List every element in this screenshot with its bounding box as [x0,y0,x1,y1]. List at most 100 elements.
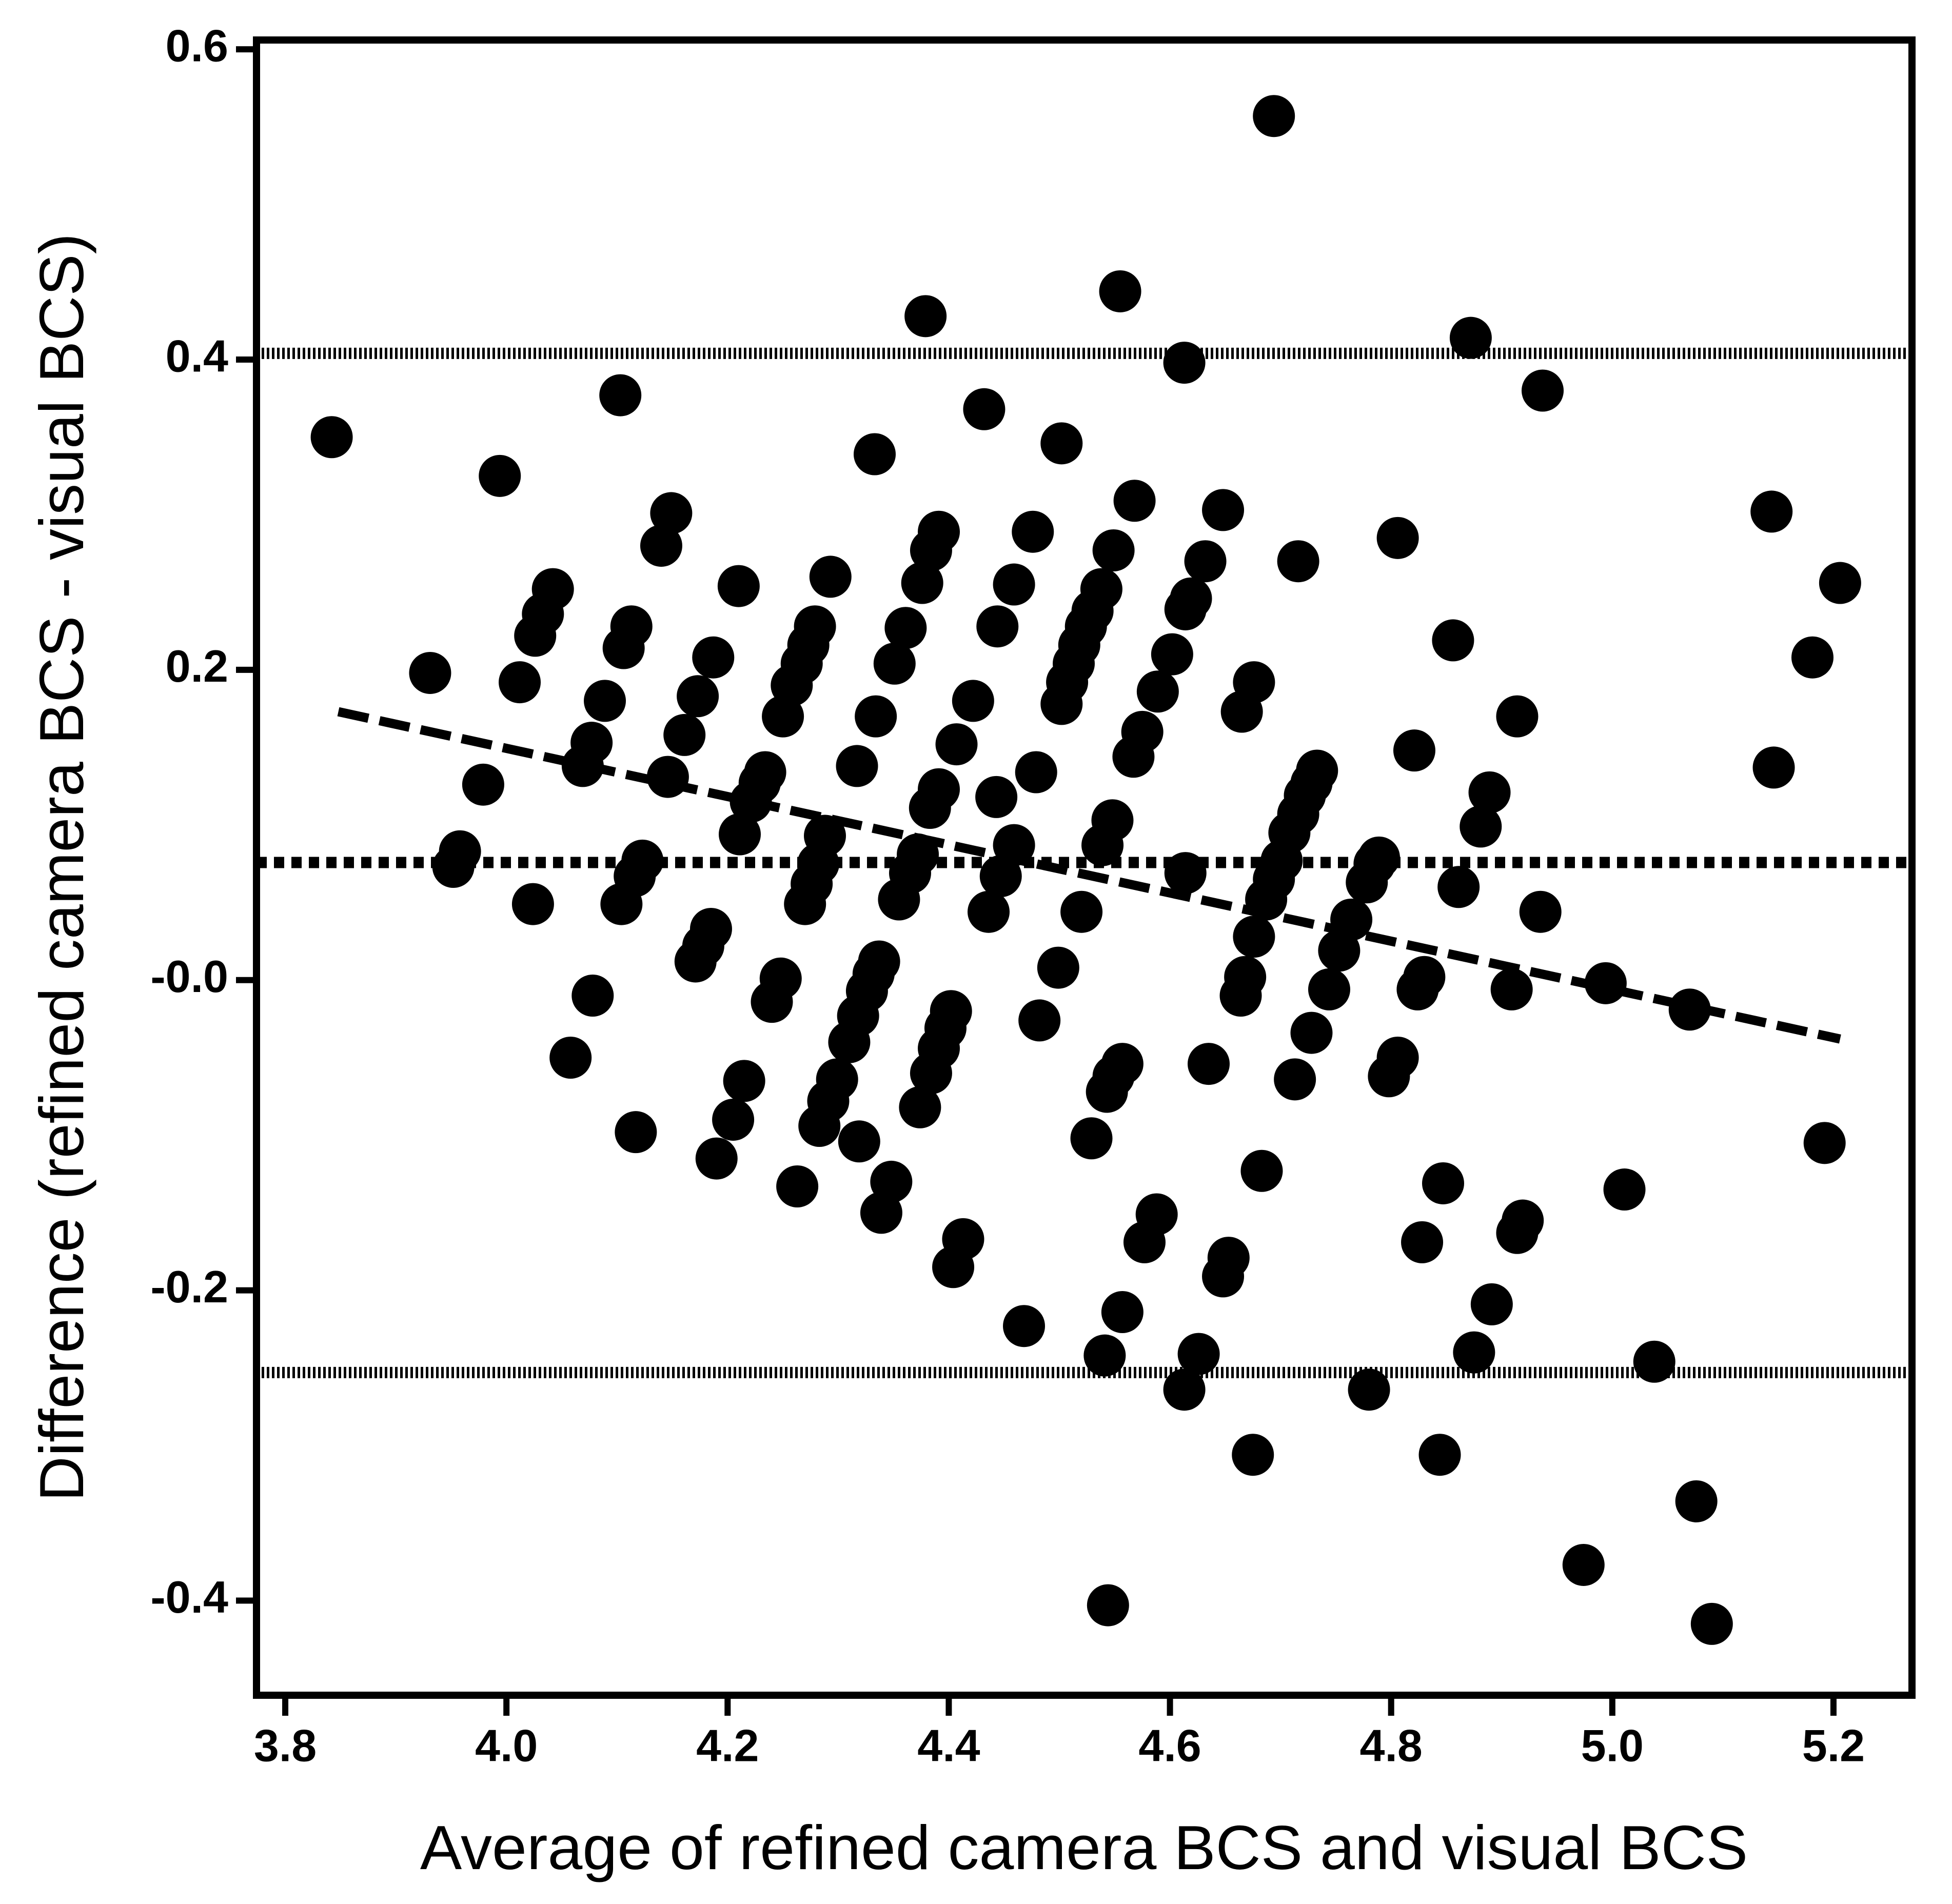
data-point [918,768,960,810]
data-point [1308,968,1350,1010]
data-point [600,883,643,925]
data-point [975,776,1018,818]
data-point [602,627,645,669]
data-point [930,990,972,1033]
data-point [1357,836,1400,879]
data-point [809,556,852,598]
data-point [1188,1043,1230,1085]
data-point [1164,852,1207,895]
data-point [1087,1584,1129,1627]
data-point [854,433,896,475]
data-point [1752,746,1795,789]
data-point [599,374,642,417]
x-tick-label: 4.8 [1360,1720,1423,1771]
data-point [935,723,978,766]
data-point [723,1060,765,1102]
data-point [860,1192,902,1234]
data-point [932,1246,975,1288]
data-point [968,890,1010,933]
data-point [650,492,693,534]
data-point [744,751,786,794]
data-point [571,975,614,1017]
data-point [663,713,706,756]
data-point [695,1137,738,1180]
data-point [692,636,735,679]
y-tick-label: 0.2 [166,641,228,691]
data-point [1219,975,1262,1017]
y-tick-label: -0.0 [150,951,228,1002]
data-point [1490,968,1533,1010]
data-point [1274,1058,1316,1101]
data-point [549,1036,592,1079]
data-point [963,388,1005,430]
data-point [1460,805,1502,848]
data-point [1170,577,1212,620]
data-point [794,605,836,648]
data-point [901,562,943,604]
data-point [1750,490,1793,533]
data-point [904,295,947,338]
x-tick-label: 3.8 [254,1720,317,1771]
x-tick-label: 4.6 [1138,1720,1201,1771]
data-point [1037,946,1079,989]
data-point [1163,342,1206,384]
data-point [1668,988,1711,1031]
data-point [1690,1602,1733,1645]
data-point [1468,771,1511,814]
data-point [1819,562,1861,604]
data-point [976,605,1019,648]
data-point [838,1120,880,1163]
data-point [615,1111,657,1154]
data-point [1070,1117,1113,1160]
data-point [1418,1434,1461,1476]
data-point [1233,916,1275,958]
data-point [561,745,604,787]
data-point [1401,1221,1444,1263]
data-point [952,680,994,722]
data-point [1296,749,1338,792]
data-point [462,763,504,806]
data-point [1177,1333,1220,1375]
data-point [514,614,557,657]
regression-line [337,707,1841,1044]
x-tick-label: 4.0 [475,1720,538,1771]
data-point [640,524,682,567]
data-point [1522,369,1564,412]
data-point [479,454,521,497]
data-point [1803,1122,1846,1164]
data-point [1376,517,1419,559]
data-point [712,1098,755,1141]
data-point [1101,1291,1143,1333]
data-point [918,510,960,553]
data-point [1603,1168,1646,1211]
data-point [1633,1340,1675,1383]
data-point [751,981,793,1023]
data-point [1502,1199,1544,1242]
data-point [310,416,353,459]
data-point [432,845,475,888]
x-axis-title: Average of refined camera BCS and visual… [420,1813,1748,1882]
data-point [855,695,897,738]
data-point [1403,956,1446,998]
data-point [677,675,719,718]
data-point [1163,1369,1206,1411]
data-point [873,642,916,685]
y-tick-label: 0.4 [166,330,228,381]
data-point [1003,1305,1046,1347]
data-point [1253,95,1295,137]
data-point [993,563,1035,606]
data-point [1202,1255,1245,1298]
data-point [858,940,900,983]
data-point [1091,799,1134,842]
data-point [1449,316,1492,359]
y-tick-label: 0.6 [166,20,228,71]
y-tick-label: -0.4 [150,1572,228,1622]
data-point [1136,670,1179,713]
data-point [1040,422,1083,465]
data-point [1151,633,1193,676]
data-point [1113,480,1156,522]
x-tick-label: 5.2 [1802,1720,1865,1771]
data-point [719,813,761,856]
data-point [1562,1543,1605,1586]
